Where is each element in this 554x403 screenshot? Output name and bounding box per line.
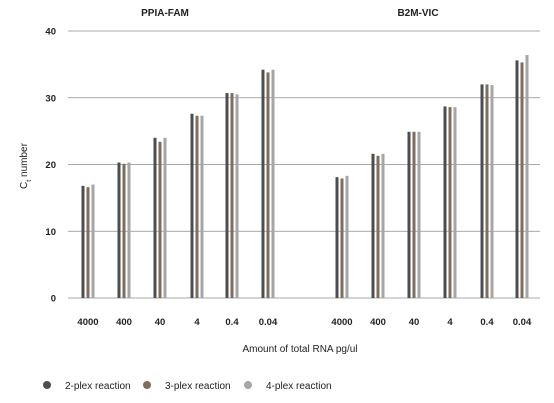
x-tick-label: 4 (447, 317, 453, 328)
bar-4-plex (163, 137, 167, 298)
bar-4-plex (91, 184, 95, 298)
x-tick-label: 0.04 (513, 317, 532, 328)
bar-2-plex (81, 185, 85, 298)
bar-3-plex (122, 163, 126, 298)
bar-2-plex (117, 162, 121, 298)
bar-2-plex (190, 113, 194, 299)
bar-2-plex (261, 69, 265, 298)
x-tick-label: 4000 (77, 317, 98, 328)
bar-4-plex (417, 131, 421, 298)
bar-3-plex (266, 72, 270, 298)
legend-label: 2-plex reaction (65, 381, 131, 392)
bar-4-plex (200, 115, 204, 299)
bar-3-plex (340, 178, 344, 298)
bar-4-plex (381, 153, 385, 298)
x-tick-label: 4 (194, 317, 200, 328)
bar-2-plex (515, 60, 519, 299)
y-tick-label: 40 (45, 27, 56, 38)
bar-2-plex (443, 106, 447, 299)
y-tick-label: 20 (45, 160, 56, 171)
bar-4-plex (453, 107, 457, 298)
legend-label: 3-plex reaction (165, 381, 231, 392)
panel-title: B2M-VIC (397, 8, 438, 19)
x-tick-label: 400 (370, 317, 386, 328)
gridlines (68, 30, 540, 299)
bar-2-plex (371, 153, 375, 298)
bar-4-plex (345, 175, 349, 298)
bars (81, 55, 529, 299)
y-tick-label: 30 (45, 93, 56, 104)
panel-title: PPIA-FAM (141, 8, 189, 19)
y-axis-ticks: 0 10 20 30 40 (45, 27, 56, 305)
legend-marker (43, 381, 51, 389)
bar-4-plex (127, 162, 131, 298)
bar-2-plex (480, 84, 484, 299)
x-tick-label: 40 (155, 317, 166, 328)
bar-3-plex (376, 155, 380, 298)
bar-3-plex (195, 115, 199, 299)
bar-4-plex (490, 85, 494, 298)
bar-3-plex (86, 187, 90, 298)
bar-3-plex (230, 93, 234, 298)
y-tick-label: 0 (51, 294, 56, 305)
y-axis-label: Ct number (19, 142, 33, 189)
x-tick-label: 40 (409, 317, 420, 328)
bar-3-plex (520, 62, 524, 299)
legend: 2-plex reaction 3-plex reaction 4-plex rea… (43, 381, 332, 392)
bar-4-plex (525, 55, 529, 298)
bar-2-plex (153, 137, 157, 298)
bar-3-plex (448, 107, 452, 298)
x-tick-label: 0.4 (225, 317, 239, 328)
x-tick-label: 4000 (331, 317, 352, 328)
bar-4-plex (271, 69, 275, 298)
x-tick-label: 0.4 (480, 317, 494, 328)
bar-2-plex (225, 93, 229, 298)
panel-titles: PPIA-FAM B2M-VIC (141, 8, 438, 19)
bar-3-plex (485, 84, 489, 299)
x-tick-label: 400 (116, 317, 132, 328)
x-axis-ticks: 4000 400 40 4 0.4 0.04 4000 400 40 4 0.4 0.04 (77, 317, 532, 328)
x-axis-label: Amount of total RNA pg/ul (242, 344, 357, 355)
legend-marker (244, 381, 252, 389)
bar-4-plex (235, 94, 239, 298)
bar-2-plex (335, 177, 339, 298)
legend-marker (143, 381, 151, 389)
x-tick-label: 0.04 (259, 317, 278, 328)
bar-3-plex (158, 141, 162, 298)
bar-3-plex (412, 131, 416, 298)
bar-2-plex (407, 131, 411, 298)
legend-label: 4-plex reaction (266, 381, 332, 392)
y-tick-label: 10 (45, 227, 56, 238)
